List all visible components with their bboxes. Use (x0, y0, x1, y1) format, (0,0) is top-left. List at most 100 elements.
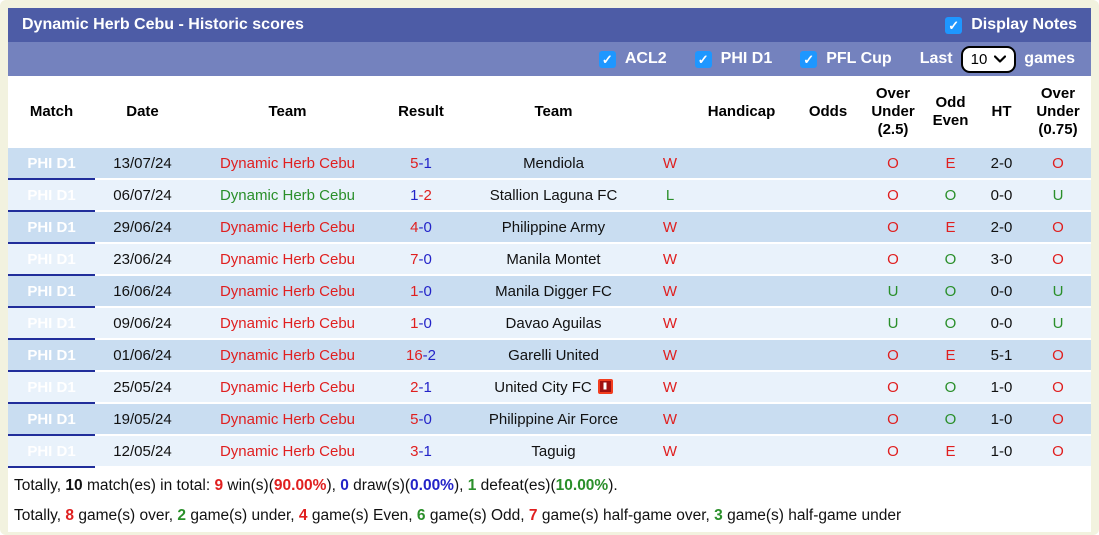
odds-cell (793, 340, 863, 372)
away-score: -1 (418, 442, 432, 460)
filter-acl2-checkbox[interactable]: ✓ (598, 50, 616, 68)
filter-bar: ✓ ACL2 ✓ PHI D1 ✓ PFL Cup Last 10 games (8, 42, 1091, 76)
column-header-odd-even: Odd Even (923, 76, 978, 148)
away-score: -2 (422, 346, 437, 364)
column-header-result: Result (385, 76, 457, 148)
match-result: 16-2 (385, 340, 457, 372)
summary-line-1: Totally, 10 match(es) in total: 9 win(s)… (14, 477, 618, 494)
opponent-name: Stallion Laguna FC (457, 180, 650, 212)
opponent-name: Mendiola (457, 148, 650, 180)
games-count-select[interactable]: 10 (960, 45, 1017, 73)
odd-even-cell: O (923, 308, 978, 340)
opponent-name-text: Manila Montet (506, 250, 601, 268)
display-notes-checkbox[interactable]: ✓ (945, 16, 963, 34)
match-date: 06/07/24 (95, 180, 190, 212)
win-loss-indicator: L (650, 180, 690, 212)
handicap-cell (690, 276, 793, 308)
ht-score-cell: 1-0 (978, 372, 1025, 404)
win-loss-indicator: W (650, 244, 690, 276)
win-loss-indicator: W (650, 340, 690, 372)
home-score: 1 (410, 282, 419, 300)
filter-phi-d1-checkbox[interactable]: ✓ (694, 50, 712, 68)
filter-pfl-cup-checkbox[interactable]: ✓ (800, 50, 818, 68)
summary: Totally, 10 match(es) in total: 9 win(s)… (8, 468, 1091, 532)
opponent-name: Philippine Air Force (457, 404, 650, 436)
opponent-name-text: Philippine Air Force (488, 410, 619, 428)
handicap-cell (690, 180, 793, 212)
win-loss-indicator: W (650, 148, 690, 180)
table-row: PHI D1 06/07/24 Dynamic Herb Cebu 1-2 St… (8, 180, 1091, 212)
ht-score-cell: 5-1 (978, 340, 1025, 372)
match-date: 16/06/24 (95, 276, 190, 308)
table-row: PHI D1 12/05/24 Dynamic Herb Cebu 3-1 Ta… (8, 436, 1091, 468)
table-row: PHI D1 09/06/24 Dynamic Herb Cebu 1-0 Da… (8, 308, 1091, 340)
table-row: PHI D1 16/06/24 Dynamic Herb Cebu 1-0 Ma… (8, 276, 1091, 308)
column-header-over-under-075: Over Under (0.75) (1025, 76, 1091, 148)
over-under-075-cell: U (1025, 276, 1091, 308)
away-score: -0 (418, 282, 432, 300)
ht-score-cell: 0-0 (978, 276, 1025, 308)
table-row: PHI D1 13/07/24 Dynamic Herb Cebu 5-1 Me… (8, 148, 1091, 180)
checkmark-icon: ✓ (948, 17, 960, 33)
opponent-name: United City FC (457, 372, 650, 404)
over-under-25-cell: O (863, 212, 923, 244)
filter-phi-d1[interactable]: ✓ PHI D1 (694, 50, 772, 68)
away-score: -0 (418, 410, 432, 428)
odd-even-cell: O (923, 276, 978, 308)
win-loss-indicator: W (650, 308, 690, 340)
team-name: Dynamic Herb Cebu (190, 308, 385, 340)
column-header-over-under-25: Over Under (2.5) (863, 76, 923, 148)
odd-even-cell: O (923, 404, 978, 436)
handicap-cell (690, 436, 793, 468)
checkmark-icon: ✓ (697, 51, 709, 67)
win-loss-indicator: W (650, 404, 690, 436)
match-date: 25/05/24 (95, 372, 190, 404)
match-result: 5-0 (385, 404, 457, 436)
column-header-date: Date (95, 76, 190, 148)
match-result: 1-0 (385, 276, 457, 308)
odds-cell (793, 436, 863, 468)
page-title: Dynamic Herb Cebu - Historic scores (22, 16, 304, 33)
match-date: 12/05/24 (95, 436, 190, 468)
display-notes-toggle[interactable]: ✓ Display Notes (945, 16, 1077, 34)
match-result: 7-0 (385, 244, 457, 276)
match-league-badge: PHI D1 (8, 404, 95, 436)
handicap-cell (690, 244, 793, 276)
odd-even-cell: E (923, 436, 978, 468)
home-score: 2 (410, 378, 419, 396)
odd-even-cell: O (923, 372, 978, 404)
match-date: 23/06/24 (95, 244, 190, 276)
checkmark-icon: ✓ (601, 51, 613, 67)
over-under-25-cell: O (863, 180, 923, 212)
handicap-cell (690, 308, 793, 340)
match-result: 2-1 (385, 372, 457, 404)
odds-cell (793, 308, 863, 340)
opponent-name-text: Stallion Laguna FC (489, 186, 618, 204)
checkmark-icon: ✓ (803, 51, 815, 67)
team-name: Dynamic Herb Cebu (190, 404, 385, 436)
over-under-25-cell: U (863, 308, 923, 340)
over-under-25-cell: O (863, 340, 923, 372)
home-score: 5 (410, 154, 419, 172)
team-name: Dynamic Herb Cebu (190, 212, 385, 244)
match-league-badge: PHI D1 (8, 180, 95, 212)
home-score: 4 (410, 218, 419, 236)
summary-line-2: Totally, 8 game(s) over, 2 game(s) under… (14, 507, 902, 525)
over-under-075-cell: U (1025, 308, 1091, 340)
win-loss-indicator: W (650, 276, 690, 308)
over-under-075-cell: U (1025, 180, 1091, 212)
filter-acl2[interactable]: ✓ ACL2 (598, 50, 667, 68)
filter-pfl-cup[interactable]: ✓ PFL Cup (800, 50, 892, 68)
over-under-075-cell: O (1025, 340, 1091, 372)
over-under-25-cell: U (863, 276, 923, 308)
odd-even-cell: E (923, 148, 978, 180)
match-date: 09/06/24 (95, 308, 190, 340)
odds-cell (793, 148, 863, 180)
ht-score-cell: 2-0 (978, 148, 1025, 180)
odd-even-cell: O (923, 180, 978, 212)
win-loss-indicator: W (650, 212, 690, 244)
title-bar: Dynamic Herb Cebu - Historic scores ✓ Di… (8, 8, 1091, 42)
win-loss-indicator: W (650, 372, 690, 404)
odd-even-cell: E (923, 340, 978, 372)
